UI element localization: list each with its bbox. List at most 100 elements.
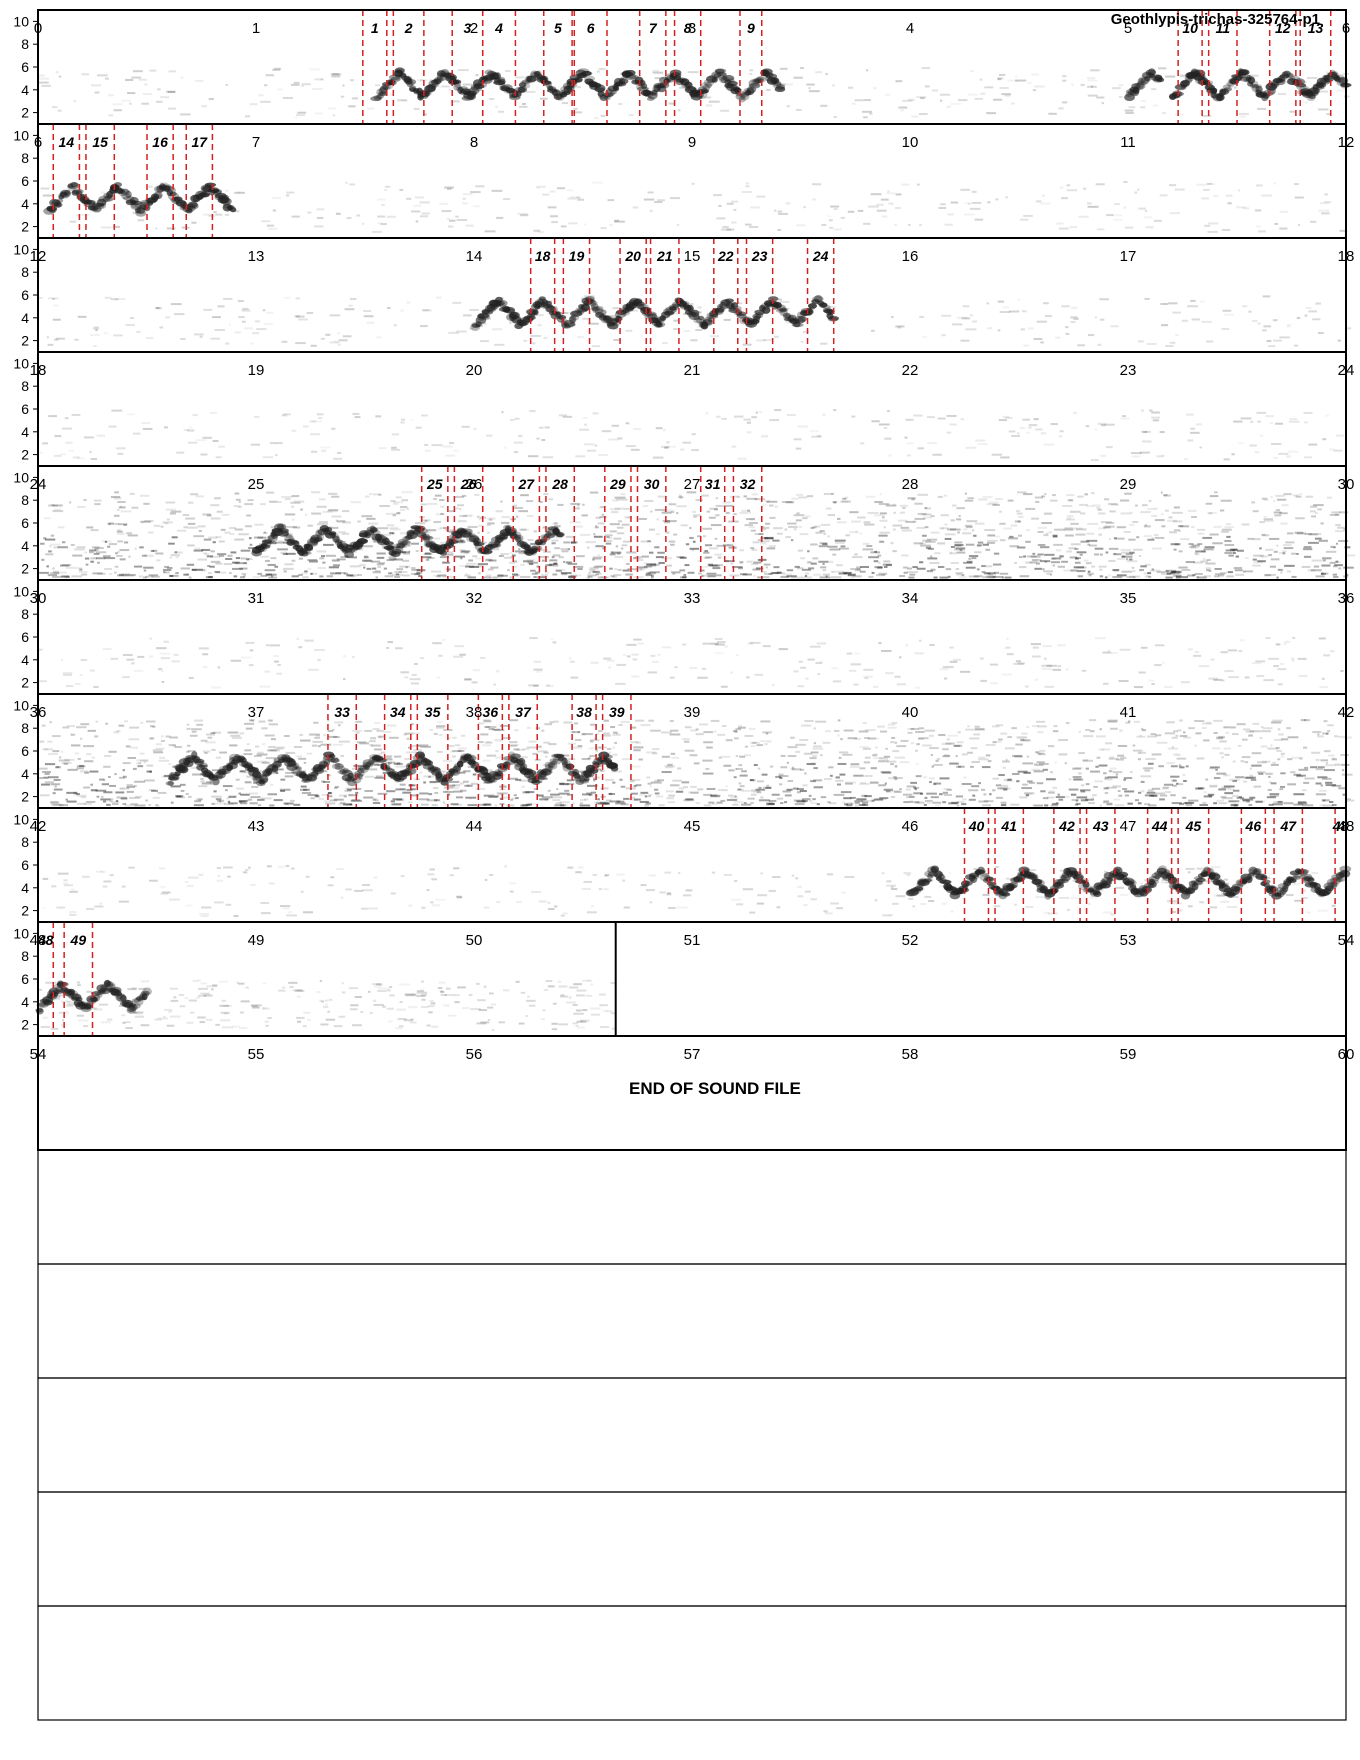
spectrogram-noise — [392, 514, 397, 517]
spectrogram-noise — [1154, 536, 1165, 539]
spectrogram-noise — [742, 888, 754, 891]
spectrogram-noise — [1097, 422, 1107, 425]
spectrogram-noise — [1138, 554, 1142, 557]
spectrogram-noise — [112, 103, 123, 106]
spectrogram-noise — [895, 895, 906, 898]
spectrogram-noise — [812, 557, 819, 560]
spectrogram-noise — [1284, 564, 1295, 567]
spectrogram-noise — [248, 547, 257, 550]
spectrogram-noise — [980, 679, 987, 682]
spectrogram-noise — [597, 522, 605, 525]
spectrogram-noise — [887, 190, 890, 193]
spectrogram-noise — [649, 901, 653, 904]
spectrogram-noise — [763, 339, 772, 342]
spectrogram-noise — [1187, 905, 1193, 908]
spectrogram-noise — [245, 727, 253, 730]
spectrogram-noise — [879, 540, 885, 543]
spectrogram-noise — [1335, 763, 1341, 766]
spectrogram-noise — [752, 791, 759, 794]
spectrogram-noise — [1257, 420, 1261, 423]
spectrogram-noise — [1104, 525, 1115, 528]
spectrogram-noise — [256, 753, 268, 756]
spectrogram-noise — [1325, 550, 1337, 553]
spectrogram-noise — [372, 802, 381, 805]
spectrogram-noise — [958, 765, 965, 768]
spectrogram-noise — [62, 882, 69, 885]
spectrogram-noise — [452, 755, 456, 758]
spectrogram-noise — [1112, 569, 1120, 572]
spectrogram-noise — [160, 96, 170, 99]
spectrogram-noise — [122, 676, 130, 679]
spectrogram-noise — [1252, 510, 1259, 513]
spectrogram-noise — [618, 723, 623, 726]
spectrogram-noise — [878, 572, 888, 575]
spectrogram-noise — [1268, 803, 1274, 806]
spectrogram-noise — [1121, 551, 1131, 554]
spectrogram-noise — [884, 93, 891, 96]
spectrogram-noise — [914, 517, 926, 520]
spectrogram-noise — [53, 788, 63, 791]
spectrogram-noise — [847, 574, 855, 577]
spectrogram-noise — [853, 652, 860, 655]
spectrogram-noise — [53, 454, 62, 457]
spectrogram-noise — [930, 754, 933, 757]
spectrogram-noise — [1146, 791, 1156, 794]
spectrogram-noise — [950, 102, 962, 105]
spectrogram-noise — [453, 790, 463, 793]
spectrogram-noise — [795, 877, 799, 880]
spectrogram-noise — [1066, 550, 1072, 553]
spectrogram-noise — [710, 642, 719, 645]
spectrogram-noise — [263, 532, 268, 535]
spectrogram-noise — [447, 187, 452, 190]
spectrogram-noise — [605, 799, 612, 802]
spectrogram-noise — [471, 681, 478, 684]
spectrogram-noise — [1301, 896, 1308, 899]
spectrogram-noise — [957, 99, 968, 102]
spectrogram-noise — [39, 451, 43, 454]
spectrogram-noise — [352, 655, 355, 658]
spectrogram-noise — [894, 765, 898, 768]
spectrogram-noise — [649, 785, 652, 788]
spectrogram-noise — [217, 799, 225, 802]
spectrogram-noise — [768, 802, 775, 805]
spectrogram-noise — [1306, 911, 1311, 914]
spectrogram-noise — [671, 571, 681, 574]
spectrogram-noise — [1183, 802, 1193, 805]
spectrogram-noise — [80, 658, 88, 661]
spectrogram-noise — [368, 522, 379, 525]
spectrogram-noise — [378, 493, 382, 496]
spectrogram-noise — [480, 733, 489, 736]
spectrogram-noise — [730, 796, 739, 799]
spectrogram-noise — [795, 447, 802, 450]
spectrogram-noise — [291, 771, 295, 774]
spectrogram-noise — [489, 873, 494, 876]
spectrogram-noise — [955, 572, 964, 575]
spectrogram-noise — [374, 799, 379, 802]
spectrogram-noise — [332, 559, 341, 562]
spectrogram-noise — [595, 545, 604, 548]
spectrogram-noise — [1275, 746, 1280, 749]
spectrogram-noise — [132, 211, 138, 214]
spectrogram-noise — [1201, 722, 1212, 725]
spectrogram-noise — [565, 561, 572, 564]
spectrogram-noise — [743, 801, 747, 804]
spectrogram-noise — [949, 660, 958, 663]
spectrogram-noise — [1150, 733, 1156, 736]
spectrogram-noise — [619, 778, 623, 781]
spectrogram-noise — [974, 522, 985, 525]
spectrogram-noise — [211, 686, 222, 689]
spectrogram-noise — [1066, 494, 1075, 497]
spectrogram-noise — [581, 887, 591, 890]
spectrogram-noise — [692, 510, 696, 513]
spectrogram-noise — [68, 449, 75, 452]
spectrogram-noise — [668, 503, 677, 506]
spectrogram-noise — [1087, 902, 1091, 905]
spectrogram-noise — [787, 522, 797, 525]
spectrogram-noise — [213, 211, 217, 214]
spectrogram-noise — [316, 505, 327, 508]
spectrogram-noise — [377, 222, 382, 225]
spectrogram-noise — [1176, 757, 1187, 760]
spectrogram-noise — [1214, 491, 1218, 494]
spectrogram-noise — [513, 565, 518, 568]
spectrogram-noise — [1070, 522, 1079, 525]
